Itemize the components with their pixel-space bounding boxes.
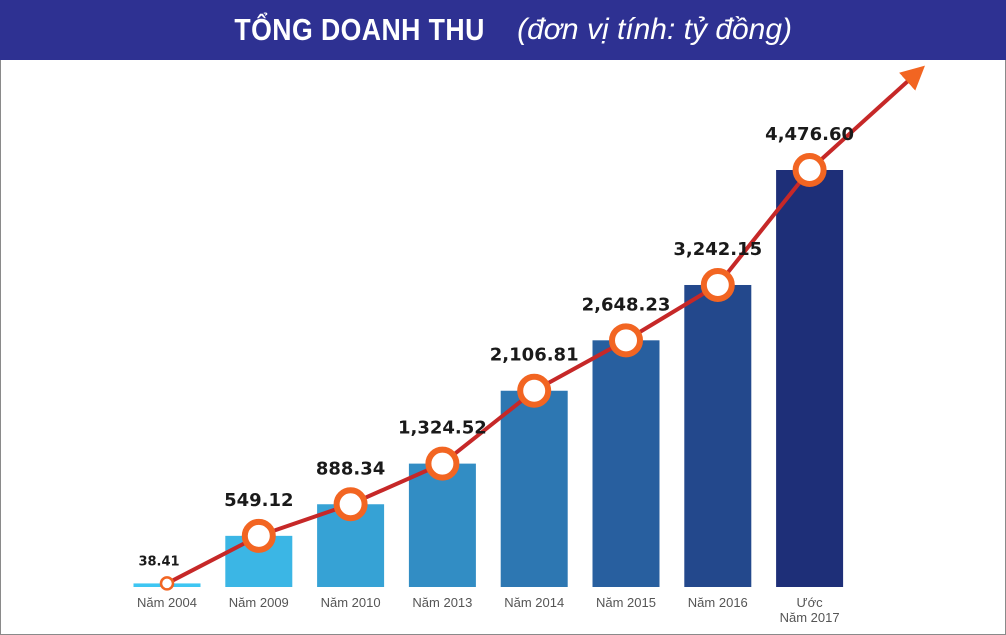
category-label: Năm 2013 <box>412 595 472 610</box>
data-point-marker <box>241 518 276 553</box>
data-point-marker <box>425 446 460 481</box>
category-label: Năm 2009 <box>229 595 289 610</box>
trend-arrow <box>808 65 925 172</box>
category-label: Năm 2014 <box>504 595 564 610</box>
data-point-marker <box>159 576 175 591</box>
value-label: 549.12 <box>224 490 293 511</box>
bar <box>500 390 568 587</box>
value-label: 1,324.52 <box>398 418 487 439</box>
data-point-marker <box>700 267 735 302</box>
category-label: Ước Năm 2017 <box>780 595 840 625</box>
data-point-marker <box>517 373 552 408</box>
category-label: Năm 2015 <box>596 595 656 610</box>
value-label: 38.41 <box>138 554 179 569</box>
data-point-marker <box>609 323 643 358</box>
data-point-marker <box>333 487 368 522</box>
value-label: 2,648.23 <box>582 294 671 315</box>
bar <box>592 340 660 587</box>
chart-unit: (đơn vị tính: tỷ đồng) <box>517 13 793 46</box>
chart-title: TỔNG DOANH THU <box>234 12 485 47</box>
title-bar: TỔNG DOANH THU (đơn vị tính: tỷ đồng) <box>0 0 1006 60</box>
bar <box>408 463 476 587</box>
data-point-marker <box>792 153 827 187</box>
bar <box>776 170 844 587</box>
bar-chart: Năm 2004 Năm 2009 Năm 2010 Năm 2013 Năm 2014… <box>133 65 925 625</box>
value-label: 888.34 <box>316 458 385 479</box>
bar <box>684 284 752 587</box>
value-label: 4,476.60 <box>765 124 854 145</box>
category-label: Năm 2004 <box>137 595 197 610</box>
value-label: 3,242.15 <box>673 239 762 260</box>
category-label: Năm 2010 <box>321 595 381 610</box>
category-label: Năm 2016 <box>688 595 748 610</box>
value-label: 2,106.81 <box>490 345 579 366</box>
